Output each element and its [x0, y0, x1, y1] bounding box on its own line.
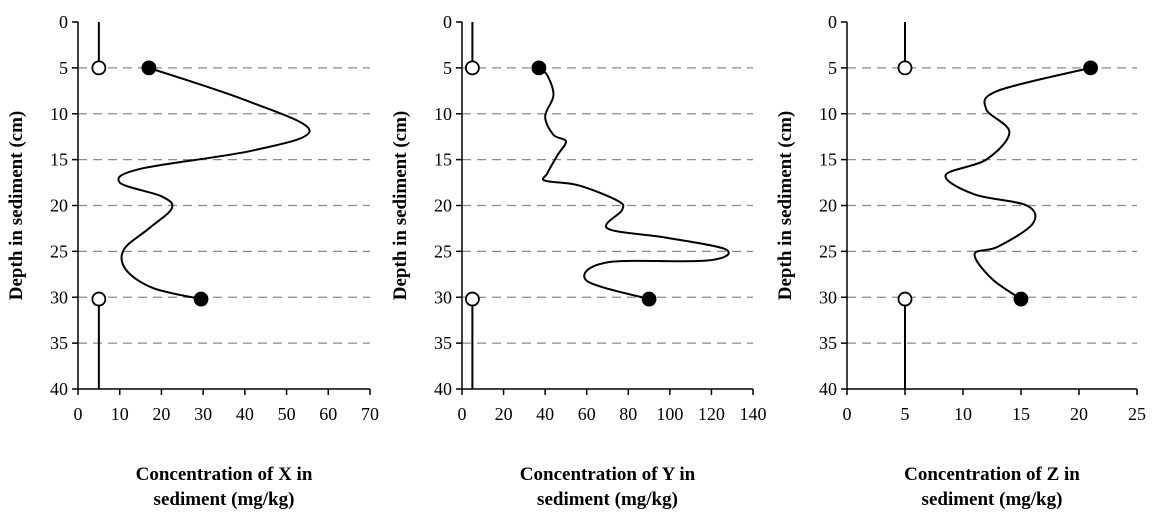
filled-marker: [193, 291, 209, 307]
x-tick-label: 0: [843, 404, 852, 424]
x-tick-label: 25: [1128, 404, 1146, 424]
open-marker: [464, 291, 480, 307]
open-marker: [897, 60, 913, 76]
y-tick-label: 20: [819, 196, 837, 216]
y-tick-label: 35: [434, 333, 452, 353]
y-tick-label: 0: [59, 12, 68, 32]
x-tick-label: 5: [901, 404, 910, 424]
y-tick-label: 0: [828, 12, 837, 32]
y-tick-label: 5: [828, 58, 837, 78]
x-tick-label: 20: [1070, 404, 1088, 424]
x-axis-title-line: Concentration of Y in: [520, 464, 696, 485]
x-tick-label: 20: [495, 404, 513, 424]
open-marker: [91, 60, 107, 76]
y-tick-label: 40: [434, 379, 452, 399]
y-tick-label: 20: [50, 196, 68, 216]
open-marker: [464, 60, 480, 76]
filled-marker: [141, 60, 157, 76]
x-tick-label: 140: [740, 404, 767, 424]
filled-marker: [641, 291, 657, 307]
x-tick-label: 60: [578, 404, 596, 424]
y-tick-label: 0: [443, 12, 452, 32]
x-tick-label: 100: [656, 404, 683, 424]
x-tick-label: 30: [194, 404, 212, 424]
y-tick-label: 10: [434, 104, 452, 124]
x-tick-label: 70: [361, 404, 379, 424]
panel-2: 0 5 10 15 20 25 30 35 40 0 20 40 60 80 100 120 140 Depth …: [390, 12, 767, 510]
y-tick-label: 10: [819, 104, 837, 124]
y-tick-label: 30: [434, 287, 452, 307]
y-tick-label: 40: [50, 379, 68, 399]
profile-curve: [117, 66, 311, 301]
x-tick-label: 80: [619, 404, 637, 424]
filled-marker: [531, 60, 547, 76]
x-axis-title-line: sediment (mg/kg): [154, 489, 295, 510]
y-axis-title: Depth in sediment (cm): [6, 111, 27, 300]
panel-1: 0 5 10 15 20 25 30 35 40 0 10 20 30 40 50 60 70 Depth in …: [6, 12, 379, 510]
x-tick-label: 10: [111, 404, 129, 424]
x-tick-label: 20: [152, 404, 170, 424]
x-tick-label: 10: [954, 404, 972, 424]
x-tick-label: 60: [319, 404, 337, 424]
x-tick-label: 0: [74, 404, 83, 424]
y-tick-label: 25: [434, 241, 452, 261]
filled-marker: [1013, 291, 1029, 307]
panel-3: 0 5 10 15 20 25 30 35 40 0 5 10 15 20 25 Depth in sedim…: [775, 12, 1146, 510]
x-axis-title-line: Concentration of X in: [136, 464, 313, 485]
x-axis-title-line: sediment (mg/kg): [537, 489, 678, 510]
y-axis-title: Depth in sediment (cm): [390, 111, 411, 300]
y-tick-label: 25: [50, 241, 68, 261]
y-tick-label: 15: [50, 150, 68, 170]
y-tick-label: 20: [434, 196, 452, 216]
x-tick-label: 50: [278, 404, 296, 424]
profile-curve: [944, 66, 1091, 300]
y-tick-label: 40: [819, 379, 837, 399]
y-tick-label: 15: [819, 150, 837, 170]
y-tick-label: 25: [819, 241, 837, 261]
x-axis-title-line: Concentration of Z in: [904, 464, 1080, 485]
open-marker: [897, 291, 913, 307]
x-tick-label: 0: [458, 404, 467, 424]
y-tick-label: 5: [443, 58, 452, 78]
y-tick-label: 30: [819, 287, 837, 307]
x-tick-label: 40: [536, 404, 554, 424]
y-tick-label: 5: [59, 58, 68, 78]
open-marker: [91, 291, 107, 307]
y-tick-label: 10: [50, 104, 68, 124]
filled-marker: [1083, 60, 1098, 76]
x-axis-title-line: sediment (mg/kg): [922, 489, 1063, 510]
x-tick-label: 15: [1012, 404, 1030, 424]
y-tick-label: 35: [819, 333, 837, 353]
profile-curve: [538, 67, 730, 301]
y-axis-title: Depth in sediment (cm): [775, 111, 796, 300]
x-tick-label: 120: [698, 404, 725, 424]
y-tick-label: 15: [434, 150, 452, 170]
x-tick-label: 40: [236, 404, 254, 424]
y-tick-label: 35: [50, 333, 68, 353]
y-tick-label: 30: [50, 287, 68, 307]
